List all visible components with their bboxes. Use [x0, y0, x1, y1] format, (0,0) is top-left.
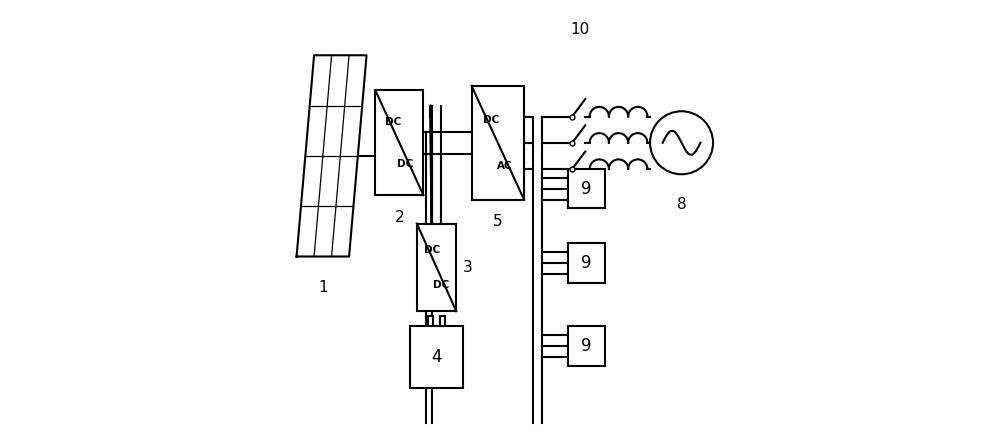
- Text: 3: 3: [463, 260, 473, 275]
- Bar: [428, 315, 433, 326]
- Bar: [410, 326, 463, 388]
- Bar: [568, 326, 605, 366]
- FancyBboxPatch shape: [375, 90, 423, 195]
- Text: DC: DC: [433, 280, 450, 290]
- Text: 1: 1: [318, 280, 328, 295]
- Text: 2: 2: [395, 210, 404, 225]
- FancyBboxPatch shape: [417, 224, 456, 311]
- Text: 10: 10: [570, 22, 589, 36]
- Bar: [568, 243, 605, 283]
- Bar: [440, 315, 445, 326]
- Text: DC: DC: [397, 159, 414, 169]
- Text: 5: 5: [493, 214, 503, 229]
- Text: DC: DC: [483, 115, 499, 125]
- FancyBboxPatch shape: [472, 86, 524, 200]
- Text: 9: 9: [581, 254, 592, 272]
- Bar: [568, 169, 605, 208]
- Text: DC: DC: [385, 117, 401, 127]
- Text: 9: 9: [581, 337, 592, 355]
- Text: 9: 9: [581, 180, 592, 198]
- Text: DC: DC: [424, 245, 440, 255]
- Text: 8: 8: [677, 198, 686, 212]
- Text: AC: AC: [497, 160, 512, 171]
- Text: 4: 4: [431, 348, 442, 366]
